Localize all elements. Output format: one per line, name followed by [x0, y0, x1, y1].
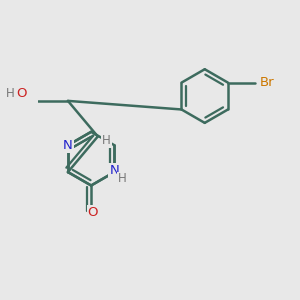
- Text: H: H: [118, 172, 126, 185]
- Text: O: O: [16, 87, 27, 100]
- Text: O: O: [88, 206, 98, 219]
- Text: N: N: [63, 139, 73, 152]
- Text: H: H: [102, 134, 111, 147]
- Text: Br: Br: [260, 76, 275, 89]
- Text: H: H: [6, 87, 14, 100]
- Text: N: N: [110, 164, 119, 177]
